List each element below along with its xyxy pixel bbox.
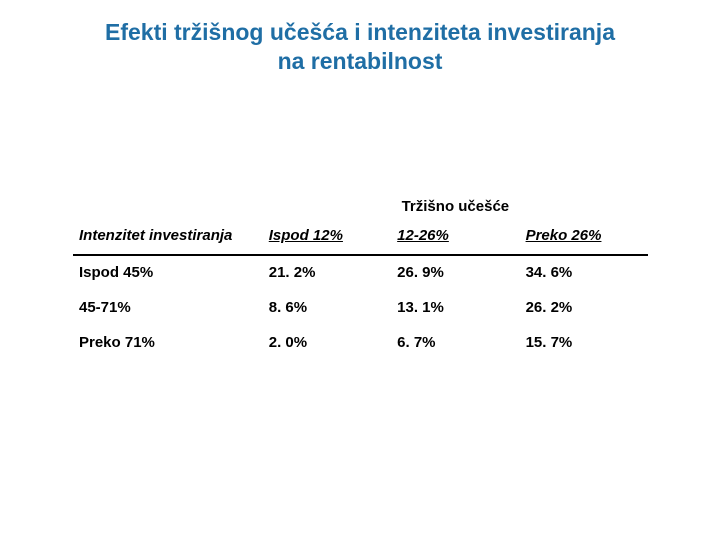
col-header-2: Preko 26% [520, 219, 648, 255]
title-line-2: na rentabilnost [278, 48, 443, 74]
cell-1-0: 8. 6% [263, 291, 391, 326]
col-header-0: Ispod 12% [263, 219, 391, 255]
table-row: 45-71% 8. 6% 13. 1% 26. 2% [73, 291, 648, 326]
cell-0-1: 26. 9% [391, 255, 519, 291]
cell-2-0: 2. 0% [263, 326, 391, 361]
col-header-1: 12-26% [391, 219, 519, 255]
row-header-label: Intenzitet investiranja [73, 219, 263, 255]
table-body: Ispod 45% 21. 2% 26. 9% 34. 6% 45-71% 8.… [73, 255, 648, 361]
row-label-1: 45-71% [73, 291, 263, 326]
table-row: Preko 71% 2. 0% 6. 7% 15. 7% [73, 326, 648, 361]
table-header: Tržišno učešće Intenzitet investiranja I… [73, 190, 648, 255]
row-label-2: Preko 71% [73, 326, 263, 361]
title-line-1: Efekti tržišnog učešća i intenziteta inv… [105, 19, 615, 45]
slide: Efekti tržišnog učešća i intenziteta inv… [0, 0, 720, 540]
column-span-header: Tržišno učešće [263, 190, 648, 219]
table-header-row: Intenzitet investiranja Ispod 12% 12-26%… [73, 219, 648, 255]
row-label-0: Ispod 45% [73, 255, 263, 291]
cell-2-2: 15. 7% [520, 326, 648, 361]
table-row: Ispod 45% 21. 2% 26. 9% 34. 6% [73, 255, 648, 291]
empty-corner-cell [73, 190, 263, 219]
data-table-wrapper: Tržišno učešće Intenzitet investiranja I… [73, 190, 648, 361]
slide-title: Efekti tržišnog učešća i intenziteta inv… [105, 18, 615, 76]
data-table: Tržišno učešće Intenzitet investiranja I… [73, 190, 648, 361]
cell-0-2: 34. 6% [520, 255, 648, 291]
cell-0-0: 21. 2% [263, 255, 391, 291]
cell-2-1: 6. 7% [391, 326, 519, 361]
cell-1-1: 13. 1% [391, 291, 519, 326]
cell-1-2: 26. 2% [520, 291, 648, 326]
table-header-row-span: Tržišno učešće [73, 190, 648, 219]
